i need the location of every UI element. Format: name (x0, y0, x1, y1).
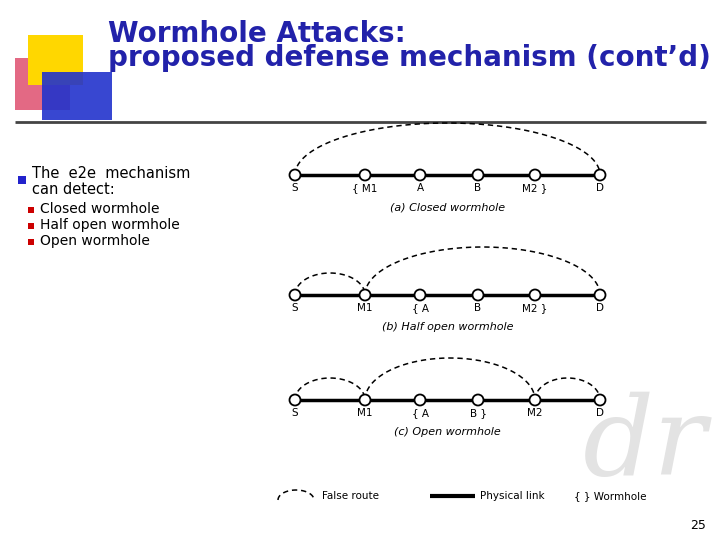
Bar (28, 35, 83, 85)
Text: M1: M1 (357, 303, 373, 313)
Text: Open wormhole: Open wormhole (40, 234, 150, 248)
Circle shape (595, 289, 606, 300)
Text: M1: M1 (357, 408, 373, 418)
Circle shape (529, 289, 541, 300)
Text: 25: 25 (690, 519, 706, 532)
Text: { A: { A (412, 303, 428, 313)
Text: The  e2e  mechanism: The e2e mechanism (32, 165, 190, 180)
Text: { A: { A (412, 408, 428, 418)
Circle shape (595, 395, 606, 406)
Bar (15, 58, 70, 110)
Circle shape (415, 170, 426, 180)
Text: Wormhole Attacks:: Wormhole Attacks: (108, 20, 406, 48)
Circle shape (359, 170, 371, 180)
Circle shape (289, 289, 300, 300)
Text: can detect:: can detect: (32, 183, 114, 198)
Circle shape (359, 395, 371, 406)
Bar (28, 207, 34, 213)
Circle shape (529, 170, 541, 180)
Circle shape (529, 395, 541, 406)
Text: False route: False route (322, 491, 379, 501)
Bar (28, 239, 34, 245)
Text: B: B (474, 303, 482, 313)
Circle shape (289, 395, 300, 406)
Circle shape (415, 395, 426, 406)
Text: S: S (292, 183, 298, 193)
Text: M2: M2 (527, 408, 543, 418)
Text: Closed wormhole: Closed wormhole (40, 202, 160, 216)
Text: M2 }: M2 } (522, 183, 548, 193)
Text: D: D (596, 183, 604, 193)
Text: D: D (596, 408, 604, 418)
Circle shape (359, 289, 371, 300)
Circle shape (472, 395, 484, 406)
Text: { M1: { M1 (352, 183, 378, 193)
Text: (c) Open wormhole: (c) Open wormhole (394, 427, 501, 437)
Circle shape (289, 170, 300, 180)
Circle shape (472, 170, 484, 180)
Text: D: D (596, 303, 604, 313)
Text: Physical link: Physical link (480, 491, 544, 501)
Text: (b) Half open wormhole: (b) Half open wormhole (382, 322, 513, 332)
Bar (18, 176, 26, 184)
Text: A: A (416, 183, 423, 193)
Bar (28, 223, 34, 229)
Circle shape (595, 170, 606, 180)
Text: proposed defense mechanism (cont’d): proposed defense mechanism (cont’d) (108, 44, 711, 72)
Text: (a) Closed wormhole: (a) Closed wormhole (390, 202, 505, 212)
Text: M2 }: M2 } (522, 303, 548, 313)
Text: B }: B } (469, 408, 487, 418)
Text: B: B (474, 183, 482, 193)
Text: S: S (292, 303, 298, 313)
Circle shape (415, 289, 426, 300)
Text: { } Wormhole: { } Wormhole (574, 491, 647, 501)
Text: S: S (292, 408, 298, 418)
Circle shape (472, 289, 484, 300)
Text: dr: dr (583, 392, 707, 499)
Bar (42, 72, 112, 120)
Text: Half open wormhole: Half open wormhole (40, 218, 180, 232)
